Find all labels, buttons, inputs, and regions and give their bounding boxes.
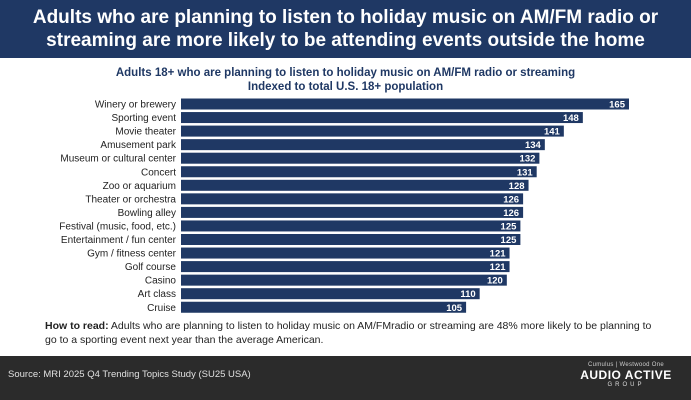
category-label: Winery or brewery: [95, 100, 176, 111]
bar: [181, 193, 524, 205]
brand-sub: GROUP: [607, 382, 645, 388]
category-label: Golf course: [125, 262, 177, 273]
data-label: 125: [501, 235, 518, 246]
bar: [181, 261, 510, 273]
bar: [181, 301, 467, 313]
data-label: 121: [490, 249, 507, 260]
category-label: Art class: [138, 289, 176, 300]
brand-main: AUDIO ACTIVE: [580, 368, 672, 382]
category-label: Concert: [141, 167, 176, 178]
bar: [181, 112, 583, 124]
brand-logo: Cumulus | Westwood One AUDIO ACTIVE GROU…: [571, 362, 681, 388]
bar: [181, 152, 540, 164]
data-label: 126: [503, 194, 519, 205]
category-label: Sporting event: [112, 113, 177, 124]
data-label: 128: [509, 181, 525, 192]
data-label: 126: [503, 208, 519, 219]
data-label: 105: [446, 303, 463, 314]
bar: [181, 98, 629, 110]
bar: [181, 220, 521, 232]
data-label: 141: [544, 127, 561, 138]
category-label: Theater or orchestra: [85, 194, 176, 205]
category-label: Bowling alley: [118, 208, 176, 219]
chart-title-block: Adults 18+ who are planning to listen to…: [0, 66, 691, 94]
category-label: Cruise: [147, 303, 176, 314]
bar: [181, 166, 537, 178]
how-to-read-text: Adults who are planning to listen to hol…: [45, 320, 652, 346]
bar-chart: Winery or brewery 165 Sporting event 148 Mov…: [59, 98, 629, 314]
category-label: Gym / fitness center: [87, 249, 177, 260]
page-title: Adults who are planning to listen to hol…: [32, 7, 659, 51]
bar: [181, 206, 524, 218]
bar: [181, 247, 510, 259]
data-label: 165: [609, 100, 626, 111]
data-label: 132: [520, 154, 536, 165]
category-label: Casino: [145, 276, 177, 287]
data-label: 148: [563, 113, 579, 124]
bar: [181, 125, 564, 137]
category-label: Zoo or aquarium: [103, 181, 176, 192]
category-label: Movie theater: [115, 127, 176, 138]
bar: [181, 288, 480, 300]
bar: [181, 139, 545, 151]
footer: Source: MRI 2025 Q4 Trending Topics Stud…: [0, 356, 691, 400]
category-label: Festival (music, food, etc.): [59, 221, 176, 232]
chart-title: Adults 18+ who are planning to listen to…: [115, 67, 576, 79]
header-banner: Adults who are planning to listen to hol…: [0, 0, 691, 58]
data-label: 120: [487, 276, 503, 287]
brand-top: Cumulus | Westwood One: [587, 362, 665, 368]
data-label: 110: [460, 289, 475, 300]
source-note: Source: MRI 2025 Q4 Trending Topics Stud…: [8, 369, 251, 380]
bar: [181, 274, 507, 286]
chart-subtitle: Indexed to total U.S. 18+ population: [247, 81, 444, 93]
bar: [181, 179, 529, 191]
category-label: Entertainment / fun center: [61, 235, 177, 246]
how-to-read: How to read: Adults who are planning to …: [45, 319, 655, 347]
data-label: 121: [490, 262, 507, 273]
data-label: 125: [501, 221, 518, 232]
category-label: Amusement park: [100, 140, 177, 151]
bar: [181, 234, 521, 245]
data-label: 134: [525, 140, 542, 151]
how-to-read-label: How to read:: [45, 320, 109, 332]
category-label: Museum or cultural center: [60, 154, 176, 165]
data-label: 131: [517, 167, 534, 178]
